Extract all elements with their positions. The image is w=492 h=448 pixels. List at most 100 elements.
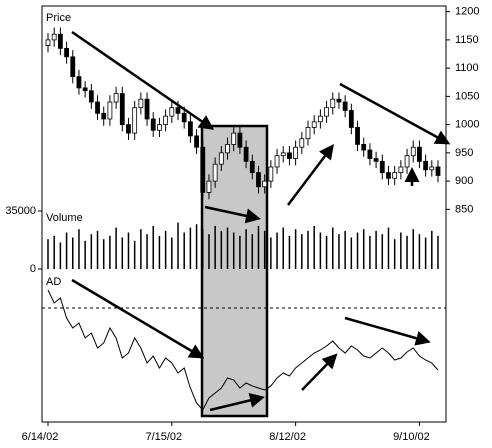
candle-body — [101, 112, 107, 120]
volume-bar — [350, 237, 353, 269]
volume-bar — [406, 235, 408, 269]
arrow — [209, 393, 265, 412]
candle-body — [435, 166, 441, 176]
y-tick-label: 900 — [455, 175, 473, 187]
candle-body — [336, 98, 342, 103]
candle-body — [317, 115, 323, 123]
volume-bar — [381, 234, 384, 269]
volume-bar — [226, 227, 229, 269]
candle-body — [404, 155, 410, 168]
volume-bar — [109, 235, 111, 269]
volume-bar — [127, 232, 130, 269]
candle-body — [305, 127, 311, 140]
volume-bar — [387, 227, 390, 269]
candle-body — [70, 56, 76, 78]
volume-bar — [65, 232, 68, 269]
volume-bar — [164, 230, 167, 269]
candle-body — [243, 146, 249, 162]
volume-bar — [232, 232, 235, 269]
volume-bar — [121, 237, 124, 269]
candle-body — [274, 155, 280, 168]
candle-body — [150, 118, 156, 131]
arrows — [71, 30, 451, 412]
marks — [42, 27, 446, 411]
volume-bar — [239, 235, 241, 269]
candle-body — [379, 160, 385, 174]
ad-line — [47, 289, 439, 411]
candle-body — [386, 172, 391, 179]
panel-title: Volume — [46, 212, 83, 224]
candle-body — [181, 112, 187, 123]
x-tick-label: 9/10/02 — [393, 431, 430, 443]
arrow — [71, 30, 215, 130]
volume-bar — [171, 237, 173, 269]
candle-body — [113, 93, 119, 103]
volume-bar — [90, 234, 93, 269]
candle-body — [293, 146, 299, 159]
volume-bar — [189, 227, 192, 269]
volume-bar — [294, 229, 297, 269]
volume-bar — [47, 239, 49, 269]
volume-bar — [431, 230, 433, 269]
volume-bar — [288, 235, 291, 269]
candle-body — [119, 93, 125, 126]
volume-bar — [115, 227, 117, 269]
candle-body — [169, 107, 175, 117]
arrow — [204, 205, 261, 224]
x-tick-label: 6/14/02 — [22, 431, 59, 443]
candle-body — [280, 152, 286, 157]
candle-body — [95, 101, 100, 114]
volume-bar — [282, 227, 284, 269]
candle-body — [348, 110, 354, 128]
y-tick-label: 1150 — [455, 34, 479, 46]
volume-bar — [220, 230, 223, 269]
volume-bar — [375, 230, 377, 269]
volume-bar — [400, 232, 402, 269]
candle-body — [392, 172, 398, 179]
y-tick-label: 1050 — [455, 90, 479, 102]
volume-bar — [146, 234, 148, 269]
candle-body — [82, 87, 88, 92]
highlight-box — [200, 124, 269, 418]
candle-body — [410, 146, 416, 157]
candle-body — [330, 98, 336, 109]
candle-body — [262, 180, 268, 188]
candle-body — [144, 98, 150, 120]
volume-bar — [96, 230, 99, 269]
volume-bar — [177, 222, 179, 269]
candle-body — [423, 160, 429, 171]
volume-bar — [412, 229, 414, 269]
volume-bar — [332, 227, 334, 269]
arrow — [344, 316, 431, 346]
volume-bar — [437, 235, 439, 269]
y-tick-label: 950 — [455, 147, 473, 159]
volume-bar — [133, 240, 136, 269]
candle-body — [225, 143, 230, 154]
candle-body — [367, 149, 373, 159]
y-tick-label: 1000 — [455, 119, 479, 131]
candle-body — [237, 132, 243, 148]
candle-body — [163, 115, 169, 126]
candle-body — [429, 166, 435, 171]
volume-bar — [183, 232, 185, 269]
candle-body — [51, 33, 57, 41]
candle-body — [299, 138, 305, 148]
candle-body — [45, 39, 51, 46]
volume-bar — [313, 225, 315, 269]
candle-body — [138, 98, 144, 109]
volume-bar — [72, 237, 74, 269]
candle-body — [88, 90, 94, 103]
volume-bar — [369, 235, 371, 269]
candle-body — [355, 127, 360, 145]
volume-bar — [202, 229, 204, 269]
volume-bar — [270, 237, 272, 269]
candle-body — [256, 172, 261, 188]
volume-bar — [257, 225, 260, 269]
candle-body — [76, 76, 82, 89]
volume-bar — [276, 232, 278, 269]
volume-bar — [362, 229, 365, 269]
candle-body — [417, 146, 422, 162]
volume-bar — [59, 242, 62, 269]
panel-title: Price — [46, 12, 71, 24]
x-tick-label: 8/12/02 — [269, 431, 306, 443]
